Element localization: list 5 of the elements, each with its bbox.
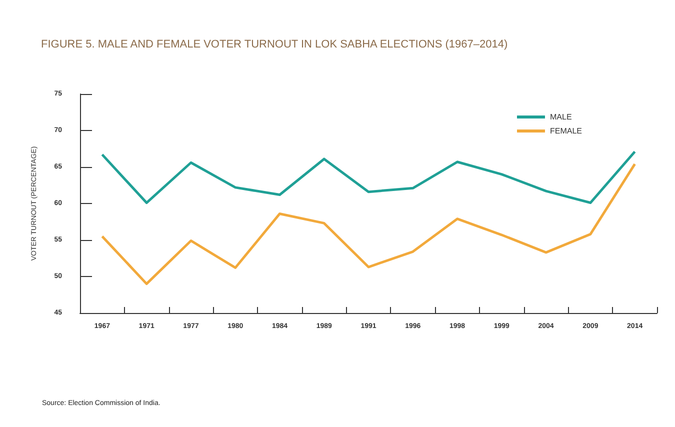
legend-label: MALE — [550, 112, 572, 122]
line-series — [100, 150, 636, 204]
chart-title: FIGURE 5. MALE AND FEMALE VOTER TURNOUT IN LOK SABHA ELECTIONS (1967–2014) — [41, 38, 508, 50]
legend-label: FEMALE — [550, 126, 582, 136]
line-series — [100, 162, 636, 286]
